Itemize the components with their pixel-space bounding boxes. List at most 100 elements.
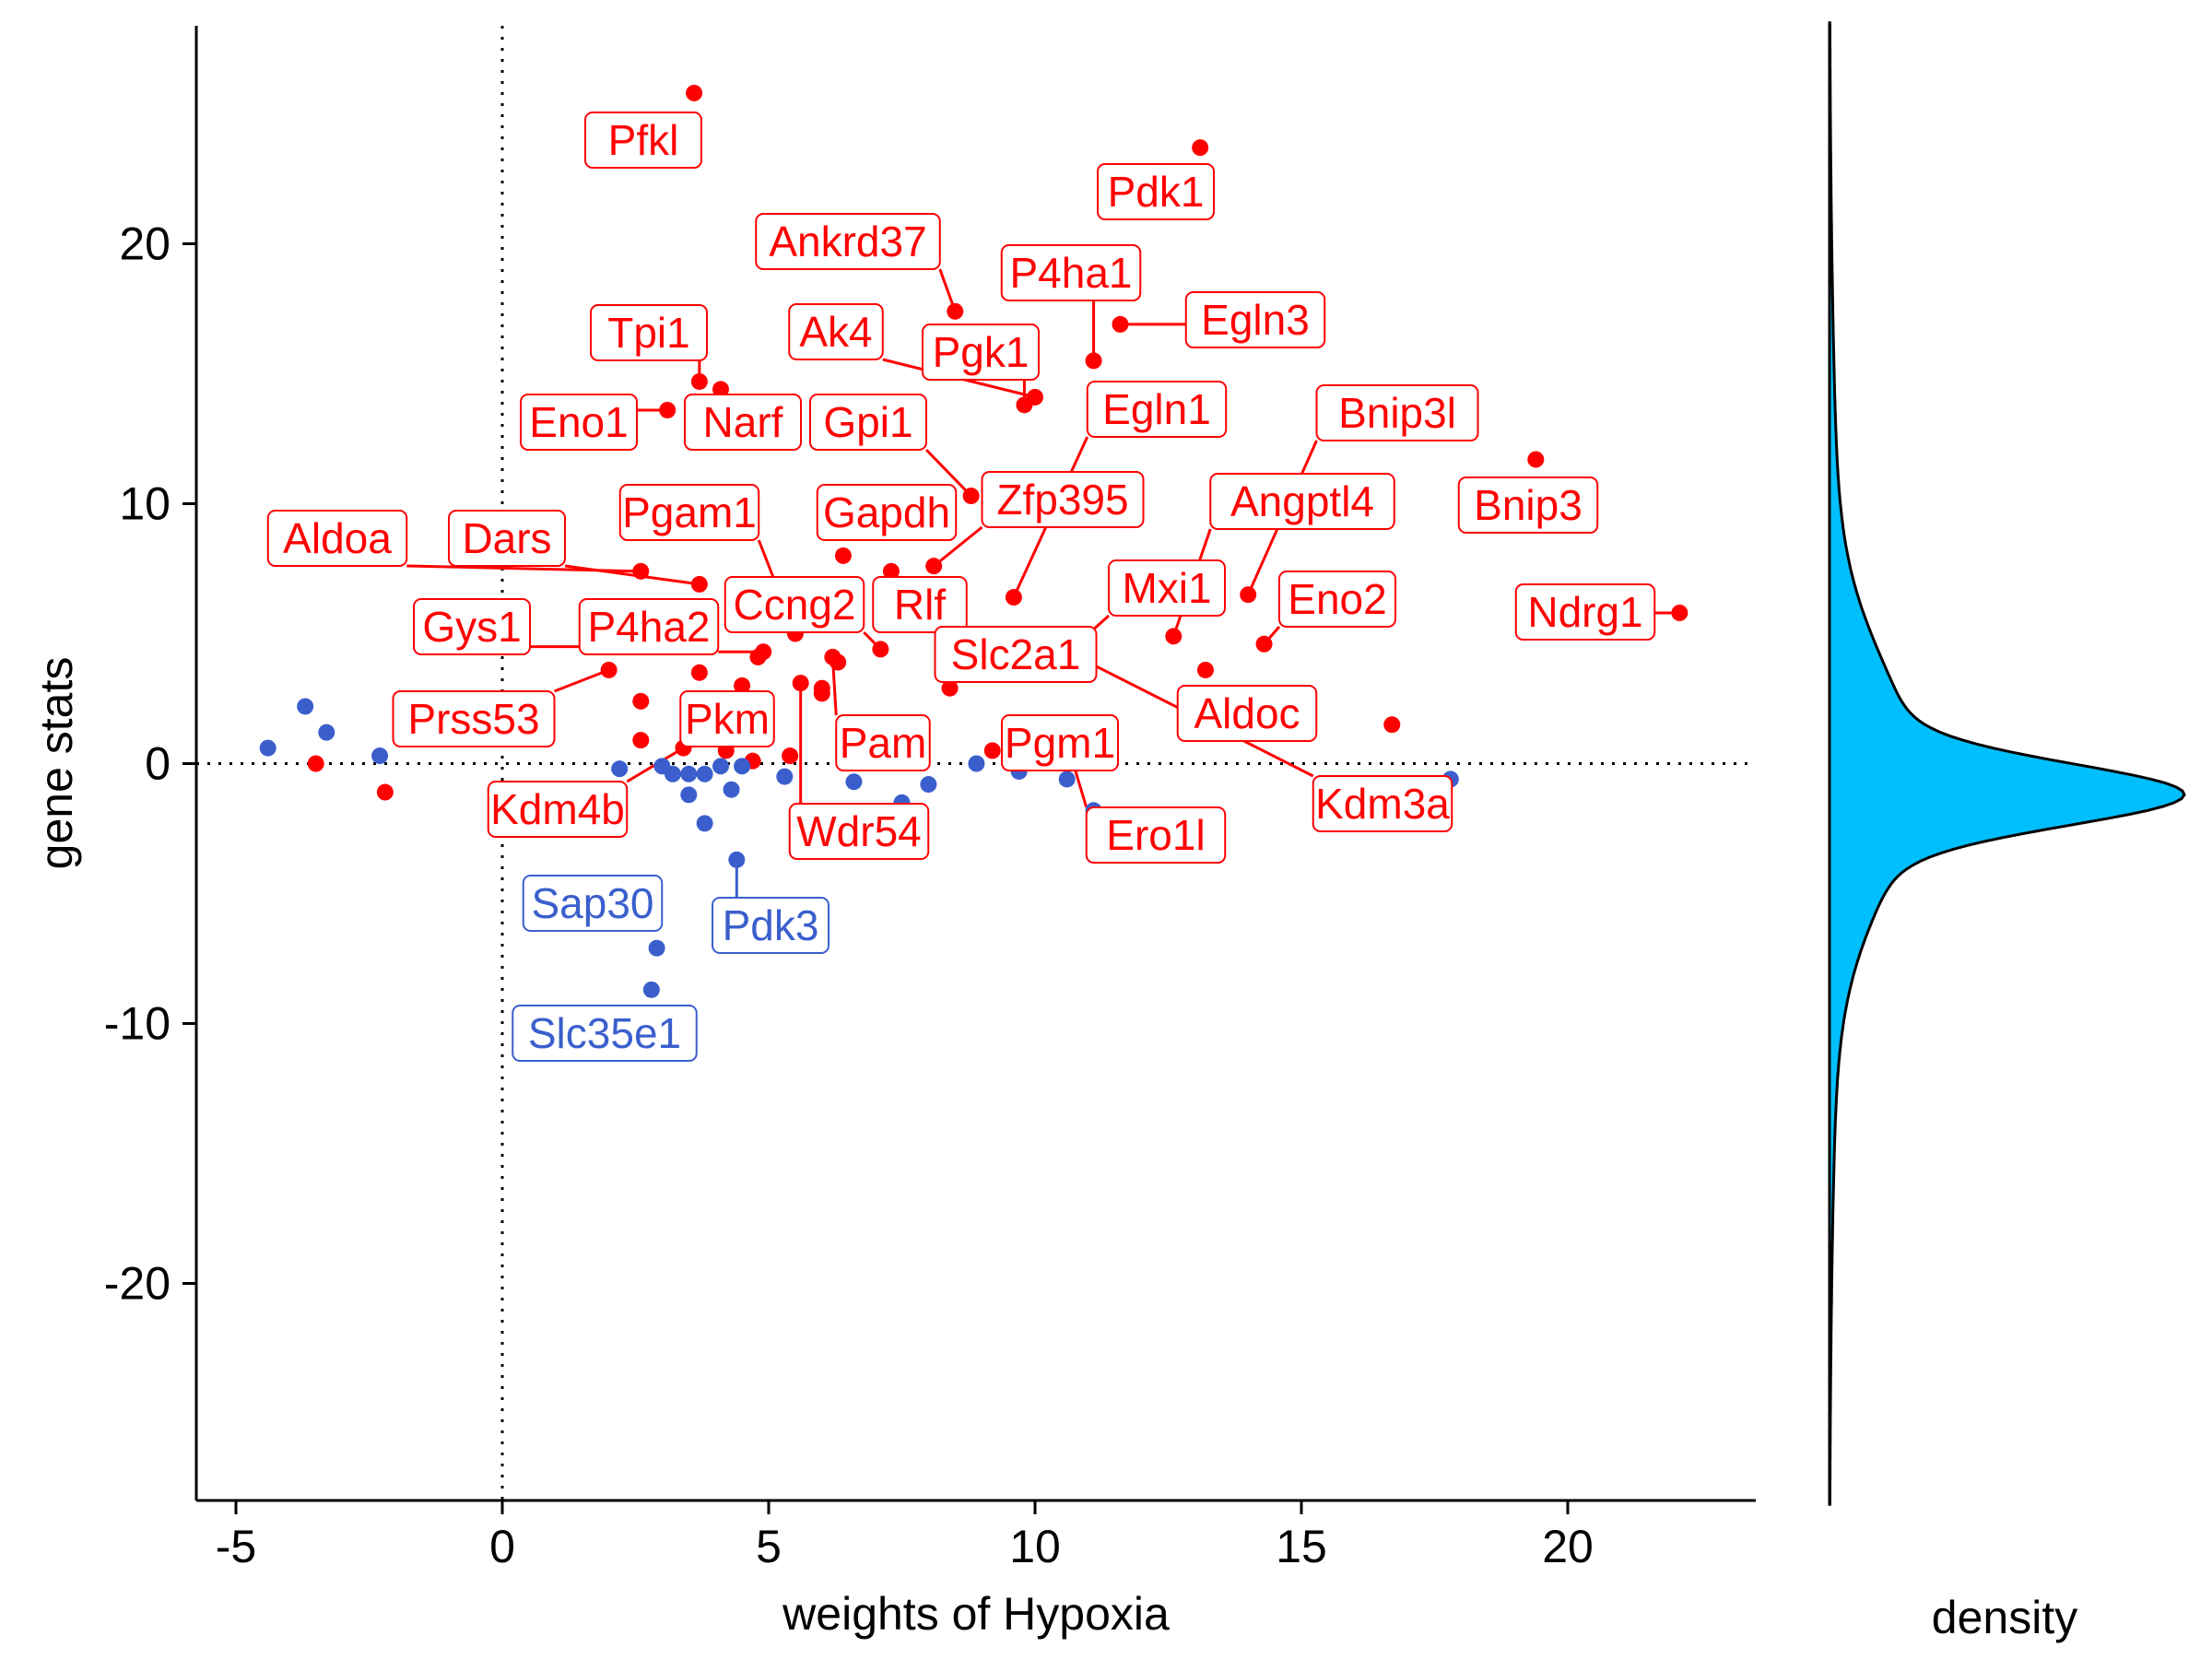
gene-label-eno2: Eno2 xyxy=(1278,571,1396,628)
data-point xyxy=(259,739,276,757)
gene-label-p4ha2: P4ha2 xyxy=(578,598,720,655)
gene-label-text: Bnip3 xyxy=(1474,481,1583,529)
gene-label-text: Gys1 xyxy=(422,603,521,651)
data-point xyxy=(813,679,830,697)
gene-label-box xyxy=(1209,473,1395,530)
data-point xyxy=(371,747,389,765)
gene-label-box xyxy=(512,1005,698,1062)
gene-label-tpi1: Tpi1 xyxy=(590,304,708,361)
density-axis-title: density xyxy=(1932,1592,2077,1643)
x-axis-ticks: -5 0 5 10 15 20 xyxy=(216,1500,1594,1572)
gene-label-aldoc: Aldoc xyxy=(1176,685,1318,742)
gene-label-text: Egln1 xyxy=(1102,385,1211,433)
gene-label-pam: Pam xyxy=(835,714,931,771)
gene-label-box xyxy=(872,576,968,633)
reference-lines xyxy=(196,26,1756,1500)
gene-label-text: Wdr54 xyxy=(796,807,921,855)
data-point xyxy=(734,758,751,775)
data-point-aldoc xyxy=(1196,661,1214,678)
gene-label-box xyxy=(934,626,1098,683)
data-point-egln1 xyxy=(1005,589,1022,606)
gene-label-box xyxy=(1000,244,1142,301)
gene-label-text: Sap30 xyxy=(531,879,653,927)
data-point-bnip3l xyxy=(1240,586,1257,604)
gene-label-box xyxy=(590,304,708,361)
x-tick-label: -5 xyxy=(216,1521,256,1572)
gene-label-rlf: Rlf xyxy=(872,576,968,633)
gene-label-box xyxy=(1315,384,1479,441)
data-point xyxy=(968,755,985,772)
gene-label-text: Prss53 xyxy=(407,695,539,743)
gene-label-text: Pfkl xyxy=(608,116,679,164)
data-point xyxy=(318,724,335,741)
gene-label-box xyxy=(522,875,664,932)
connector-dars xyxy=(564,564,700,586)
gene-label-box xyxy=(1085,806,1227,864)
data-point-ankrd37 xyxy=(947,302,964,320)
data-point-pam xyxy=(824,648,841,665)
gene-label-box xyxy=(1097,163,1215,220)
data-point xyxy=(690,664,708,681)
gene-label-text: Slc35e1 xyxy=(528,1009,681,1057)
data-point-slc2a1 xyxy=(941,679,959,697)
gene-label-text: Pdk1 xyxy=(1108,168,1205,216)
data-point-gapdh xyxy=(834,547,852,564)
data-point xyxy=(632,732,650,749)
gene-label-box xyxy=(981,471,1145,528)
data-point-pdk3 xyxy=(728,851,746,868)
data-point xyxy=(920,776,937,794)
gene-label-box xyxy=(816,484,958,541)
data-point-pgm1 xyxy=(983,742,1001,759)
data-point-ccng2 xyxy=(872,641,889,658)
data-point-aldoa xyxy=(632,562,650,580)
gene-label-text: Rlf xyxy=(894,581,946,629)
data-point xyxy=(680,765,698,782)
gene-label-pdk1: Pdk1 xyxy=(1097,163,1215,220)
gene-label-box xyxy=(1001,714,1119,771)
data-point xyxy=(696,765,713,782)
data-point xyxy=(376,783,394,801)
gene-label-wdr54: Wdr54 xyxy=(788,803,930,860)
gene-label-text: Tpi1 xyxy=(607,309,689,357)
gene-label-text: Angptl4 xyxy=(1230,477,1374,525)
gene-label-text: Zfp395 xyxy=(996,476,1128,524)
data-point-pdk1 xyxy=(1192,139,1209,157)
gene-label-gys1: Gys1 xyxy=(413,598,531,655)
gene-label-bnip3: Bnip3 xyxy=(1457,477,1599,534)
data-point-zfp395 xyxy=(925,558,943,575)
gene-label-box xyxy=(392,690,556,747)
y-tick-label: 10 xyxy=(119,478,171,530)
gene-label-dars: Dars xyxy=(448,510,566,567)
data-point-angptl4 xyxy=(1165,628,1182,645)
x-tick-label: 10 xyxy=(1009,1521,1061,1572)
gene-label-eno1: Eno1 xyxy=(520,394,638,451)
gene-label-box xyxy=(712,897,830,954)
gene-label-box xyxy=(1108,559,1226,617)
gene-label-text: Narf xyxy=(703,398,783,446)
gene-label-text: Pdk3 xyxy=(723,901,819,949)
gene-label-mxi1: Mxi1 xyxy=(1108,559,1226,617)
gene-label-text: Pgm1 xyxy=(1005,719,1115,767)
x-axis-title: weights of Hypoxia xyxy=(782,1588,1170,1640)
gene-label-box xyxy=(1184,291,1326,348)
gene-label-aldoa: Aldoa xyxy=(266,510,408,567)
gene-label-text: Ero1l xyxy=(1106,811,1205,859)
gene-label-box xyxy=(724,576,865,633)
gene-label-bnip3l: Bnip3l xyxy=(1315,384,1479,441)
data-point-egln3 xyxy=(1112,315,1129,333)
data-point xyxy=(696,815,713,832)
gene-label-text: Pgk1 xyxy=(933,328,1030,376)
gene-label-pkm: Pkm xyxy=(679,690,775,747)
gene-label-text: Ccng2 xyxy=(734,581,856,629)
data-point-eno2 xyxy=(1255,635,1273,653)
gene-label-box xyxy=(584,112,702,169)
gene-label-text: Gapdh xyxy=(823,488,950,536)
marginal-density-panel: density xyxy=(1828,21,2186,1643)
gene-label-box xyxy=(1086,381,1228,438)
data-point-p4ha1 xyxy=(1085,352,1102,370)
gene-label-egln3: Egln3 xyxy=(1184,291,1326,348)
data-point xyxy=(307,755,324,772)
data-point-p4ha2 xyxy=(755,643,772,661)
gene-label-text: Pgam1 xyxy=(622,488,757,536)
gene-label-text: Slc2a1 xyxy=(951,630,1081,678)
